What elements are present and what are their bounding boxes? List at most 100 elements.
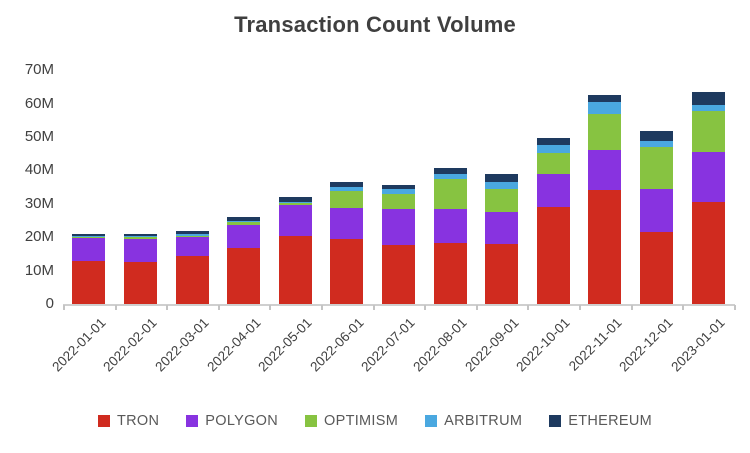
bar-segment-arbitrum-2022-02-01 <box>123 236 157 237</box>
bar-segment-optimism-2022-01-01 <box>72 236 106 238</box>
bar-segment-ethereum-2022-09-01 <box>485 173 519 183</box>
bar-segment-optimism-2022-02-01 <box>123 236 157 239</box>
legend-label: TRON <box>116 413 160 429</box>
legend: TRON POLYGON OPTIMISM ARBITRUM ETHEREUM <box>0 413 750 429</box>
bar-segment-tron-2022-02-01 <box>123 261 157 304</box>
bar-segment-polygon-2022-01-01 <box>72 237 106 262</box>
bar-segment-optimism-2022-09-01 <box>485 188 519 213</box>
x-axis-line <box>63 304 735 306</box>
legend-swatch-icon <box>186 415 199 427</box>
bar-segment-ethereum-2022-10-01 <box>536 137 570 146</box>
bar-segment-ethereum-2022-03-01 <box>175 230 209 234</box>
bar-segment-polygon-2022-08-01 <box>433 208 467 243</box>
bar-segment-tron-2022-10-01 <box>536 207 570 304</box>
x-axis-tick <box>733 305 736 310</box>
x-axis-label: 2022-02-01 <box>100 315 161 375</box>
x-axis-tick <box>321 305 323 310</box>
x-axis-tick <box>579 305 581 310</box>
bar-segment-tron-2022-11-01 <box>588 190 622 304</box>
bar-segment-ethereum-2022-11-01 <box>588 94 622 102</box>
y-axis-tick-label: 30M <box>24 194 54 212</box>
bar-segment-tron-2023-01-01 <box>691 202 725 304</box>
bar-segment-polygon-2022-12-01 <box>639 189 673 232</box>
bar-segment-polygon-2022-03-01 <box>175 236 209 257</box>
x-axis-label: 2022-03-01 <box>152 315 212 375</box>
x-axis-label: 2022-08-01 <box>410 315 470 375</box>
bar-segment-polygon-2023-01-01 <box>691 152 725 203</box>
y-axis-tick-label: 50M <box>24 128 54 145</box>
bar-segment-ethereum-2022-07-01 <box>381 184 415 190</box>
x-axis-label: 2022-07-01 <box>358 315 419 375</box>
bar-segment-arbitrum-2022-08-01 <box>433 174 467 180</box>
bar-segment-ethereum-2022-12-01 <box>639 130 673 141</box>
x-axis-label: 2022-06-01 <box>306 315 367 375</box>
x-axis-label: 2022-05-01 <box>255 315 315 375</box>
bar-segment-optimism-2022-03-01 <box>175 235 209 237</box>
legend-label: OPTIMISM <box>324 413 399 429</box>
legend-label: ARBITRUM <box>444 413 523 429</box>
legend-item-arbitrum: ARBITRUM <box>425 413 522 429</box>
y-axis-tick-label: 60M <box>24 94 54 112</box>
x-axis-label: 2022-01-01 <box>48 315 109 375</box>
bar-segment-optimism-2022-11-01 <box>588 113 622 151</box>
x-axis-label: 2023-01-01 <box>668 315 728 375</box>
bar-segment-optimism-2022-07-01 <box>381 193 415 209</box>
legend-swatch-icon <box>425 415 438 427</box>
x-axis-tick <box>63 305 65 310</box>
y-axis-tick-label: 40M <box>24 161 54 179</box>
legend-swatch-icon <box>549 415 562 427</box>
bar-segment-arbitrum-2022-12-01 <box>639 140 673 148</box>
bar-segment-arbitrum-2022-01-01 <box>72 236 106 237</box>
legend-item-polygon: POLYGON <box>186 413 278 429</box>
bar-segment-tron-2022-09-01 <box>485 243 519 304</box>
x-axis-label: 2022-12-01 <box>616 315 677 375</box>
y-axis-tick-label: 70M <box>24 61 54 79</box>
bar-segment-ethereum-2022-01-01 <box>72 233 106 237</box>
bar-segment-polygon-2022-09-01 <box>485 212 519 244</box>
bar-segment-tron-2022-04-01 <box>227 248 261 304</box>
x-axis-label: 2022-09-01 <box>461 315 522 375</box>
bar-segment-optimism-2023-01-01 <box>691 110 725 153</box>
bar-segment-tron-2022-12-01 <box>639 231 673 304</box>
bar-segment-ethereum-2022-05-01 <box>278 197 312 202</box>
y-axis-tick-label: 20M <box>24 228 54 246</box>
bar-segment-ethereum-2022-08-01 <box>433 168 467 175</box>
chart-title: Transaction Count Volume <box>234 12 516 37</box>
bar-segment-optimism-2022-05-01 <box>278 203 312 206</box>
bar-segment-tron-2022-03-01 <box>175 256 209 304</box>
bar-segment-tron-2022-05-01 <box>278 236 312 304</box>
bar-segment-tron-2022-01-01 <box>72 261 106 304</box>
x-axis-tick <box>475 305 478 310</box>
bar-segment-ethereum-2022-04-01 <box>227 217 261 221</box>
bar-segment-optimism-2022-10-01 <box>536 153 570 175</box>
bar-segment-ethereum-2022-06-01 <box>330 182 364 188</box>
x-axis-tick <box>269 305 272 310</box>
x-axis-tick <box>630 305 633 310</box>
bar-segment-polygon-2022-11-01 <box>588 150 622 191</box>
bar-segment-optimism-2022-12-01 <box>639 147 673 190</box>
x-axis-tick <box>424 305 427 310</box>
bar-segment-polygon-2022-10-01 <box>536 174 570 208</box>
legend-label: POLYGON <box>205 413 279 429</box>
x-axis-tick <box>166 305 169 310</box>
y-axis-tick-label: 10M <box>24 261 54 279</box>
x-axis-tick <box>114 305 117 310</box>
x-axis-label: 2022-10-01 <box>513 315 573 375</box>
x-axis-tick <box>527 305 530 310</box>
bar-segment-arbitrum-2022-07-01 <box>381 189 415 194</box>
bar-segment-tron-2022-06-01 <box>330 238 364 304</box>
x-axis-label: 2022-04-01 <box>203 315 264 375</box>
bar-segment-optimism-2022-04-01 <box>227 221 261 225</box>
bar-segment-optimism-2022-08-01 <box>433 179 467 209</box>
bar-segment-ethereum-2023-01-01 <box>691 92 725 105</box>
bar-segment-arbitrum-2022-11-01 <box>588 101 622 114</box>
x-axis-tick <box>372 305 375 310</box>
bar-segment-polygon-2022-02-01 <box>123 238 157 262</box>
bar-segment-polygon-2022-04-01 <box>227 224 261 249</box>
bar-segment-arbitrum-2022-06-01 <box>330 187 364 192</box>
bar-segment-arbitrum-2022-04-01 <box>227 220 261 222</box>
bar-segment-arbitrum-2023-01-01 <box>691 104 725 111</box>
legend-item-tron: TRON <box>97 413 160 429</box>
bar-segment-polygon-2022-06-01 <box>330 208 364 239</box>
